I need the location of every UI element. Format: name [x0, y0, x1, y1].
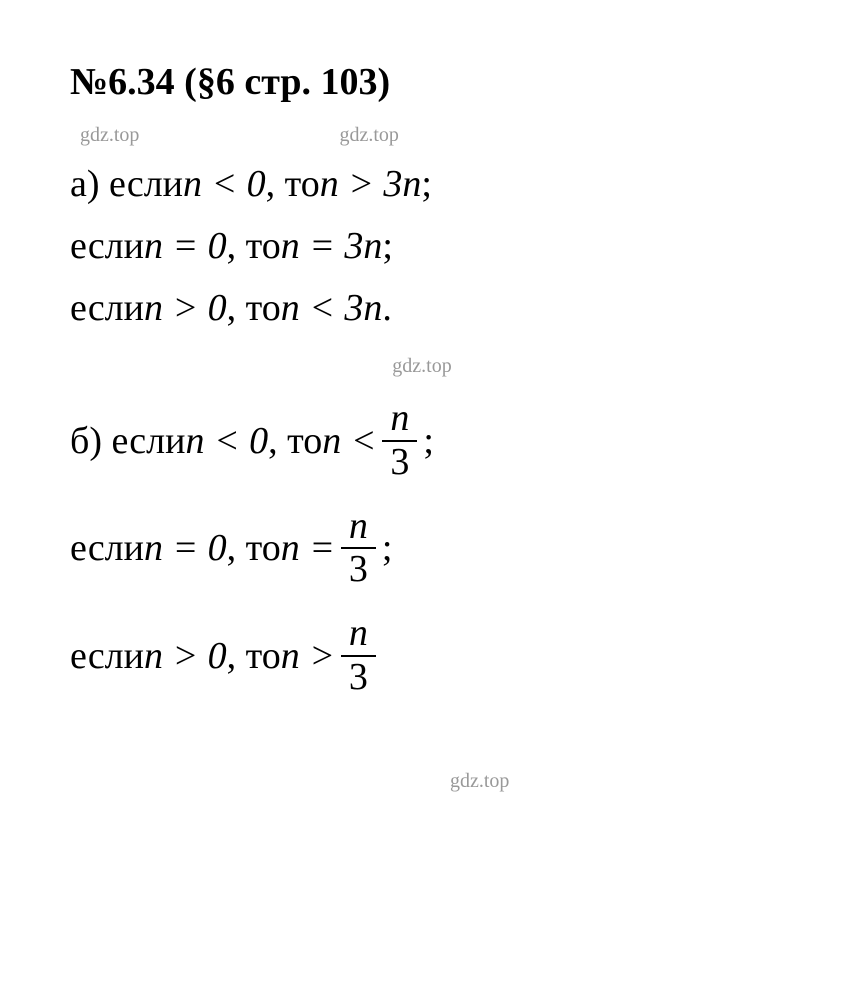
- text-end: ;: [382, 526, 393, 570]
- section-b-line1: б) если n < 0 , то n < n 3 ;: [70, 398, 774, 484]
- math-left: n >: [281, 634, 335, 678]
- text-prefix: если: [70, 224, 144, 268]
- section-b: б) если n < 0 , то n < n 3 ; если n = 0 …: [70, 398, 774, 699]
- text-end: ;: [421, 162, 432, 206]
- fraction: n 3: [382, 398, 417, 484]
- problem-heading: №6.34 (§6 стр. 103): [70, 60, 774, 104]
- math-condition: n = 0: [144, 224, 227, 268]
- math-result: n > 3n: [320, 162, 422, 206]
- fraction-numerator: n: [341, 613, 376, 655]
- fraction-denominator: 3: [341, 547, 376, 591]
- text-mid: , то: [268, 419, 322, 463]
- fraction-numerator: n: [341, 506, 376, 548]
- text-prefix: б) если: [70, 419, 185, 463]
- fraction-numerator: n: [382, 398, 417, 440]
- text-mid: , то: [227, 526, 281, 570]
- text-end: .: [382, 286, 392, 330]
- math-left: n =: [281, 526, 335, 570]
- text-mid: , то: [266, 162, 320, 206]
- math-result: n = 3n: [281, 224, 383, 268]
- math-condition: n < 0: [183, 162, 266, 206]
- fraction-denominator: 3: [382, 440, 417, 484]
- section-b-line2: если n = 0 , то n = n 3 ;: [70, 506, 774, 592]
- text-end: ;: [423, 419, 434, 463]
- text-end: ;: [382, 224, 393, 268]
- math-condition: n = 0: [144, 526, 227, 570]
- text-mid: , то: [227, 286, 281, 330]
- watermark-row-top: gdz.top gdz.top: [70, 124, 774, 147]
- section-a-line1: а) если n < 0 , то n > 3n ;: [70, 162, 774, 206]
- watermark-inline: gdz.top: [450, 770, 509, 793]
- section-b-line3: если n > 0 , то n > n 3: [70, 613, 774, 699]
- watermark-text: gdz.top: [80, 124, 139, 147]
- math-condition: n < 0: [185, 419, 268, 463]
- text-prefix: если: [70, 286, 144, 330]
- text-mid: , то: [227, 224, 281, 268]
- fraction: n 3: [341, 613, 376, 699]
- text-prefix: а) если: [70, 162, 183, 206]
- section-a: а) если n < 0 , то n > 3n ; если n = 0 ,…: [70, 162, 774, 330]
- section-a-line3: если n > 0 , то n < 3n .: [70, 286, 774, 330]
- fraction: n 3: [341, 506, 376, 592]
- math-result: n < 3n: [281, 286, 383, 330]
- math-condition: n > 0: [144, 286, 227, 330]
- section-a-line2: если n = 0 , то n = 3n ;: [70, 224, 774, 268]
- text-prefix: если: [70, 634, 144, 678]
- watermark-text: gdz.top: [339, 124, 398, 147]
- fraction-denominator: 3: [341, 655, 376, 699]
- math-left: n <: [322, 419, 376, 463]
- text-mid: , то: [227, 634, 281, 678]
- watermark-center: gdz.top: [70, 355, 774, 378]
- math-condition: n > 0: [144, 634, 227, 678]
- text-prefix: если: [70, 526, 144, 570]
